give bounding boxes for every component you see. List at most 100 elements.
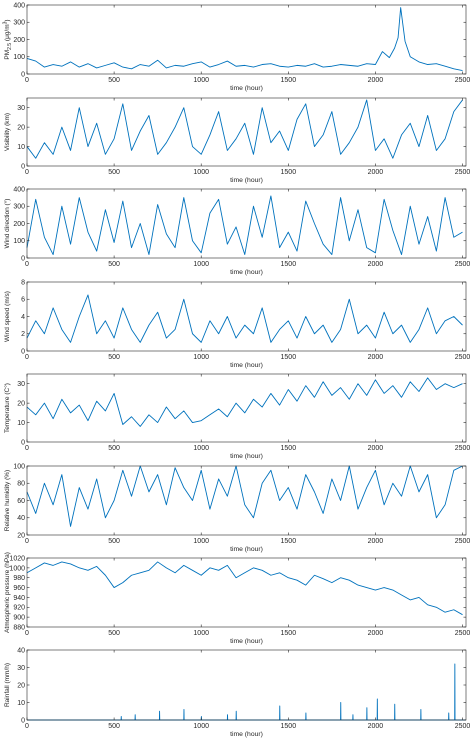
x-tick-label: 1000 bbox=[193, 354, 209, 361]
y-tick-label: 60 bbox=[17, 498, 25, 505]
x-tick-label: 2500 bbox=[455, 630, 471, 637]
x-axis-label: time (hour) bbox=[230, 453, 263, 460]
y-tick-label: 6 bbox=[21, 297, 25, 304]
x-tick-label: 2500 bbox=[455, 261, 471, 268]
x-tick-label: 1500 bbox=[281, 354, 297, 361]
y-tick-label: 300 bbox=[13, 204, 25, 211]
y-tick-label: 920 bbox=[13, 605, 25, 612]
x-tick-label: 500 bbox=[108, 538, 120, 545]
y-tick-label: 0 bbox=[21, 163, 25, 170]
subplot-7: 0 500 1000 1500 2000 2500 880 900 920 940 960 980 10… bbox=[4, 552, 470, 645]
series-line-3-1 bbox=[26, 195, 463, 256]
y-tick-label: 900 bbox=[13, 615, 25, 622]
subplot-2: 0 500 1000 1500 2000 2500 0 10 20 30 time (hour) Vi… bbox=[4, 97, 471, 184]
series-line-5-1 bbox=[26, 377, 463, 427]
x-tick-label: 1000 bbox=[193, 169, 209, 176]
y-axis-label: Visibility (km) bbox=[4, 113, 11, 151]
axes-frame-5 bbox=[26, 373, 467, 443]
y-tick-label: 100 bbox=[13, 54, 25, 61]
x-tick-label: 2500 bbox=[455, 445, 471, 452]
y-tick-label: 100 bbox=[13, 463, 25, 470]
x-tick-label: 2000 bbox=[368, 630, 384, 637]
axes-frame-2 bbox=[26, 97, 467, 167]
x-tick-label: 2500 bbox=[455, 354, 471, 361]
x-tick-label: 500 bbox=[108, 723, 120, 730]
x-tick-label: 1000 bbox=[193, 77, 209, 84]
y-tick-label: 200 bbox=[13, 221, 25, 228]
x-tick-label: 500 bbox=[108, 77, 120, 84]
x-tick-label: 1000 bbox=[193, 723, 209, 730]
x-tick-label: 0 bbox=[25, 169, 29, 176]
x-tick-label: 1000 bbox=[193, 445, 209, 452]
y-tick-label: 10 bbox=[17, 700, 25, 707]
y-tick-label: 880 bbox=[13, 624, 25, 631]
y-tick-label: 980 bbox=[13, 575, 25, 582]
x-tick-label: 1500 bbox=[281, 169, 297, 176]
x-tick-label: 0 bbox=[25, 445, 29, 452]
y-tick-label: 100 bbox=[13, 238, 25, 245]
x-tick-label: 2500 bbox=[455, 169, 471, 176]
y-tick-label: 300 bbox=[13, 20, 25, 27]
axes-frame-7 bbox=[26, 557, 467, 628]
subplot-4: 0 500 1000 1500 2000 2500 0 2 4 6 8 time (hour) Wind… bbox=[4, 279, 470, 369]
x-tick-label: 2000 bbox=[368, 723, 384, 730]
y-tick-label: 30 bbox=[17, 105, 25, 112]
y-tick-label: 20 bbox=[17, 532, 25, 539]
x-tick-label: 2000 bbox=[368, 261, 384, 268]
y-axis-label: Wind speed (m/s) bbox=[4, 291, 11, 342]
x-tick-label: 1500 bbox=[281, 445, 297, 452]
x-tick-label: 1500 bbox=[281, 77, 297, 84]
x-tick-label: 0 bbox=[25, 723, 29, 730]
y-tick-label: 0 bbox=[21, 255, 25, 262]
x-tick-label: 2500 bbox=[455, 723, 471, 730]
axes-frame-6 bbox=[26, 465, 467, 536]
y-tick-label: 0 bbox=[21, 439, 25, 446]
subplot-8: 0 500 1000 1500 2000 2500 0 10 20 30 40 time (hour)… bbox=[4, 647, 470, 738]
x-axis-label: time (hour) bbox=[230, 638, 263, 645]
y-tick-label: 960 bbox=[13, 585, 25, 592]
x-axis-label: time (hour) bbox=[230, 731, 263, 738]
x-tick-label: 0 bbox=[25, 538, 29, 545]
x-axis-label: time (hour) bbox=[230, 269, 263, 276]
y-tick-label: 40 bbox=[17, 647, 25, 654]
y-tick-label: 200 bbox=[13, 37, 25, 44]
y-tick-label: 0 bbox=[21, 348, 25, 355]
series-line-8-1 bbox=[27, 663, 466, 721]
y-tick-label: 20 bbox=[17, 682, 25, 689]
x-tick-label: 1500 bbox=[281, 630, 297, 637]
y-axis-label: PM2.5 (μg/m3) bbox=[3, 19, 14, 59]
y-tick-label: 40 bbox=[17, 515, 25, 522]
x-axis-label: time (hour) bbox=[230, 362, 263, 369]
y-tick-label: 20 bbox=[17, 125, 25, 132]
x-tick-label: 500 bbox=[108, 169, 120, 176]
y-tick-label: 80 bbox=[17, 481, 25, 488]
y-tick-label: 4 bbox=[21, 314, 25, 321]
x-axis-label: time (hour) bbox=[230, 85, 263, 92]
y-axis-label: Wind direction (°) bbox=[3, 199, 11, 249]
subplot-3: 0 500 1000 1500 2000 2500 0 100 200 300 400 time (h… bbox=[3, 186, 470, 276]
y-tick-label: 30 bbox=[17, 665, 25, 672]
x-tick-label: 2500 bbox=[455, 77, 471, 84]
y-tick-label: 1000 bbox=[9, 565, 25, 572]
x-tick-label: 0 bbox=[25, 261, 29, 268]
subplot-6: 0 500 1000 1500 2000 2500 20 40 60 80 100 time (hou… bbox=[4, 463, 470, 553]
x-tick-label: 1500 bbox=[281, 723, 297, 730]
x-tick-label: 2000 bbox=[368, 169, 384, 176]
x-tick-label: 1000 bbox=[193, 538, 209, 545]
y-tick-label: 8 bbox=[21, 279, 25, 286]
y-axis-label: Atmospheric pressure (hPa) bbox=[4, 552, 11, 633]
series-line-7-1 bbox=[26, 561, 463, 616]
x-tick-label: 500 bbox=[108, 354, 120, 361]
y-tick-label: 940 bbox=[13, 595, 25, 602]
y-tick-label: 30 bbox=[17, 381, 25, 388]
x-tick-label: 0 bbox=[25, 354, 29, 361]
y-tick-label: 1020 bbox=[9, 555, 25, 562]
axes-frame-8 bbox=[26, 649, 467, 721]
x-axis-label: time (hour) bbox=[230, 177, 263, 184]
y-tick-label: 400 bbox=[13, 186, 25, 193]
x-axis-label: time (hour) bbox=[230, 546, 263, 553]
x-tick-label: 2000 bbox=[368, 445, 384, 452]
y-tick-label: 10 bbox=[17, 144, 25, 151]
y-tick-label: 400 bbox=[13, 2, 25, 9]
